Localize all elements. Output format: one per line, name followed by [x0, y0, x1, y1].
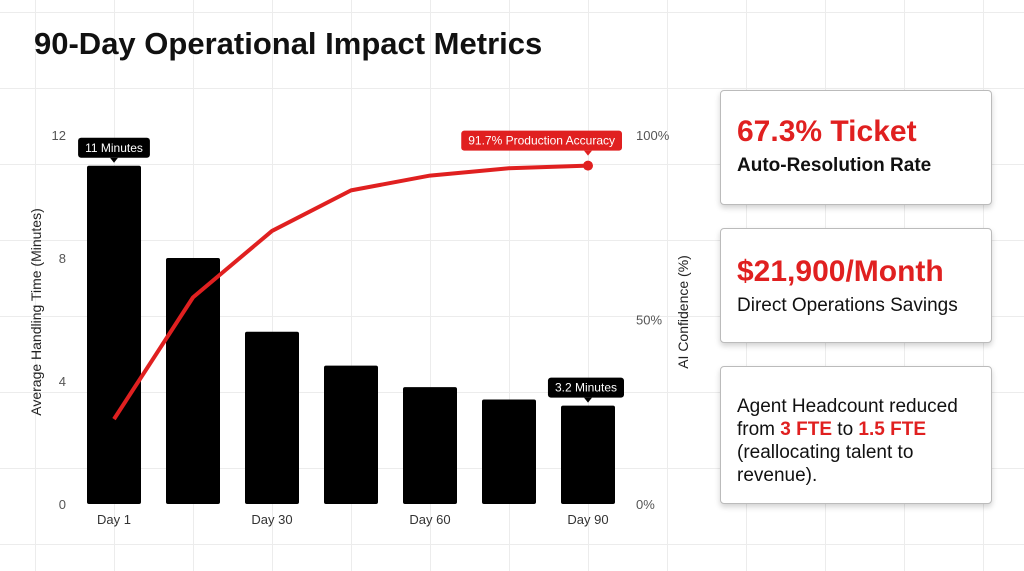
card-savings: $21,900/Month Direct Operations Savings	[720, 228, 992, 343]
card-auto-resolution: 67.3% Ticket Auto-Resolution Rate	[720, 90, 992, 205]
bar	[324, 365, 378, 504]
line-annotation: 91.7% Production Accuracy	[468, 134, 615, 148]
bar-annotation-bg	[78, 137, 150, 158]
bar	[561, 405, 615, 504]
bar	[482, 399, 536, 504]
x-tick-label: Day 30	[251, 512, 292, 527]
page-title: 90-Day Operational Impact Metrics	[34, 26, 543, 61]
confidence-line	[112, 163, 589, 421]
x-tick-label: Day 60	[409, 512, 450, 527]
card-headcount: Agent Headcount reduced from 3 FTE to 1.…	[720, 366, 992, 504]
card-text: (reallocating talent to revenue).	[737, 442, 914, 486]
bar	[245, 331, 299, 504]
card-text: to	[832, 419, 859, 440]
card-headline: 67.3% Ticket	[737, 115, 917, 148]
bar	[87, 165, 141, 504]
line-annotation-pointer	[584, 150, 592, 156]
line-annotation-bg	[461, 130, 622, 151]
card-headline: $21,900/Month	[737, 255, 944, 288]
y2-tick-label: 0%	[636, 497, 655, 512]
bar-annotation-pointer	[110, 157, 118, 163]
y2-axis-label: AI Confidence (%)	[675, 255, 691, 369]
y-tick-label: 0	[59, 497, 66, 512]
card-subtitle: Direct Operations Savings	[737, 295, 958, 316]
y-tick-label: 12	[52, 128, 66, 143]
card-highlight: 1.5 FTE	[858, 419, 926, 440]
bar-annotation: 11 Minutes	[85, 141, 143, 155]
card-highlight: 3 FTE	[780, 419, 833, 440]
combo-chart: 0 4 8 12 0% 50% 100% Average Handling Time (Min…	[28, 128, 691, 527]
y-tick-label: 8	[59, 251, 66, 266]
line-point	[583, 160, 593, 171]
y2-tick-label: 50%	[636, 313, 662, 328]
card-subtitle: Auto-Resolution Rate	[737, 155, 932, 176]
y2-tick-label: 100%	[636, 128, 670, 143]
card-text: Agent Headcount reduced from	[737, 396, 958, 440]
x-tick-label: Day 90	[567, 512, 608, 527]
y-tick-label: 4	[59, 374, 66, 389]
bar-annotation: 3.2 Minutes	[555, 381, 617, 395]
bar	[403, 387, 457, 504]
bar-annotation-pointer	[584, 397, 592, 403]
bar-annotation-bg	[547, 377, 624, 398]
x-tick-label: Day 1	[97, 512, 131, 527]
y-axis-label: Average Handling Time (Minutes)	[28, 208, 44, 416]
